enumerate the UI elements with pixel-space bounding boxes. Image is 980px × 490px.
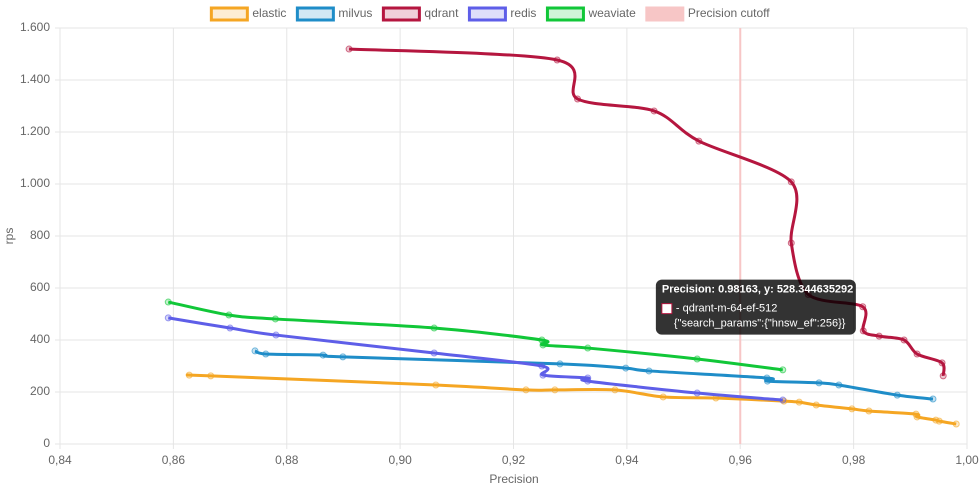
x-tick-label: 0,94 (615, 453, 639, 467)
data-point (848, 405, 856, 413)
data-point (345, 45, 353, 53)
data-point (539, 371, 547, 379)
y-tick-label: 1.000 (20, 176, 50, 190)
data-point (164, 314, 172, 322)
data-point (556, 360, 564, 368)
data-point (929, 395, 937, 403)
legend-label: milvus (338, 6, 372, 20)
data-point (893, 391, 901, 399)
y-tick-label: 200 (30, 384, 50, 398)
data-point (695, 137, 703, 145)
data-point (865, 407, 873, 415)
tooltip-swatch (661, 303, 673, 315)
data-point (251, 347, 259, 355)
data-point (835, 381, 843, 389)
data-point (787, 178, 795, 186)
data-point (164, 298, 172, 306)
legend-swatch (295, 6, 335, 22)
data-point (779, 366, 787, 374)
data-point (913, 413, 921, 421)
data-point (553, 56, 561, 64)
data-point (226, 324, 234, 332)
x-tick-label: 0,92 (502, 453, 526, 467)
data-point (185, 371, 193, 379)
data-point (262, 350, 270, 358)
data-point (875, 332, 883, 340)
y-tick-label: 800 (30, 228, 50, 242)
legend-label: Precision cutoff (688, 6, 770, 20)
data-point (693, 389, 701, 397)
data-point (913, 350, 921, 358)
data-point (645, 367, 653, 375)
y-tick-label: 400 (30, 332, 50, 346)
tooltip-line: - qdrant-m-64-ef-512 (676, 303, 778, 315)
data-point (859, 327, 867, 335)
data-point (430, 349, 438, 357)
data-point (538, 362, 546, 370)
legend-swatch (381, 6, 421, 22)
data-point (225, 311, 233, 319)
data-point (859, 303, 867, 311)
data-point (271, 315, 279, 323)
legend-swatch (545, 6, 585, 22)
data-point (779, 396, 787, 404)
x-tick-label: 0,86 (162, 453, 186, 467)
data-point (952, 420, 960, 428)
data-point (693, 355, 701, 363)
data-point (795, 398, 803, 406)
y-tick-label: 1.200 (20, 124, 50, 138)
data-point (611, 386, 619, 394)
y-tick-label: 1.600 (20, 20, 50, 34)
data-point (622, 364, 630, 372)
data-point (539, 341, 547, 349)
x-tick-label: 1,00 (955, 453, 979, 467)
data-point (938, 359, 946, 367)
data-point (551, 386, 559, 394)
data-point (432, 381, 440, 389)
legend-swatch (645, 6, 685, 22)
x-tick-label: 0,98 (842, 453, 866, 467)
x-tick-label: 0,96 (729, 453, 753, 467)
x-tick-label: 0,84 (48, 453, 72, 467)
tooltip-box (655, 279, 856, 335)
data-point (763, 377, 771, 385)
legend-label: weaviate (587, 6, 636, 20)
data-point (584, 377, 592, 385)
data-point (659, 393, 667, 401)
data-point (650, 107, 658, 115)
legend-swatch (209, 6, 249, 22)
data-point (522, 386, 530, 394)
x-axis-label: Precision (489, 472, 538, 486)
tooltip-line: {"search_params":{"hnsw_ef":256}} (674, 318, 846, 330)
tooltip: Precision: 0.98163, y: 528.344635292 - qd… (655, 279, 856, 335)
data-point (787, 239, 795, 247)
legend-label: elastic (252, 6, 286, 20)
y-tick-label: 1.400 (20, 72, 50, 86)
legend-swatch (467, 6, 507, 22)
data-point (900, 336, 908, 344)
data-point (339, 353, 347, 361)
data-point (574, 95, 582, 103)
series-line (168, 316, 783, 402)
data-point (939, 372, 947, 380)
y-axis-label: rps (2, 228, 16, 245)
legend-label: redis (510, 6, 536, 20)
y-tick-label: 0 (43, 436, 50, 450)
data-point (272, 331, 280, 339)
data-point (207, 372, 215, 380)
legend: elastic milvus qdrant redis weaviate Precisio… (209, 6, 770, 22)
data-point (584, 344, 592, 352)
data-point (319, 351, 327, 359)
x-tick-label: 0,88 (275, 453, 299, 467)
y-tick-label: 600 (30, 280, 50, 294)
series-line (349, 47, 946, 377)
data-point (815, 379, 823, 387)
tooltip-title: Precision: 0.98163, y: 528.344635292 (662, 284, 853, 296)
legend-label: qdrant (424, 6, 459, 20)
data-point (935, 417, 943, 425)
data-point (812, 401, 820, 409)
x-tick-label: 0,90 (388, 453, 412, 467)
data-point (430, 324, 438, 332)
